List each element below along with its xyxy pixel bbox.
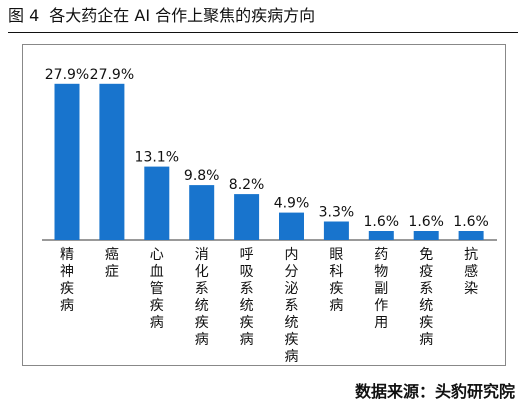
data-label: 27.9% [90,67,134,83]
category-label-char: 病 [195,332,209,348]
category-label-char: 化 [195,264,209,280]
source-note: 数据来源：头豹研究院 [354,382,515,401]
category-label-char: 病 [285,349,299,365]
data-label: 1.6% [453,214,489,230]
category-label-char: 症 [105,264,119,280]
category-label-char: 统 [240,298,254,314]
bar [368,231,394,240]
category-label-char: 系 [285,298,299,314]
category-label-char: 癌 [105,247,119,263]
category-label-char: 染 [464,281,478,297]
category-label-char: 心 [150,247,164,263]
figure-title: 图 4 各大药企在 AI 合作上聚焦的疾病方向 [8,5,315,27]
bar [99,83,125,240]
data-label: 4.9% [274,196,310,212]
data-label: 27.9% [45,67,89,83]
bar [413,231,439,240]
category-label-char: 疾 [419,315,433,331]
category-label-char: 系 [240,281,254,297]
category-label-char: 病 [240,332,254,348]
category-label-char: 疾 [195,315,209,331]
category-label-char: 抗 [464,247,478,263]
data-label: 13.1% [135,150,179,166]
bar [54,83,80,240]
category-label-char: 病 [329,298,343,314]
category-label-char: 免 [419,247,433,263]
category-label-char: 病 [60,298,74,314]
data-label: 8.2% [229,177,265,193]
category-label-char: 病 [150,315,164,331]
title-divider [8,32,518,33]
category-label-char: 药 [374,247,388,263]
category-label-char: 管 [150,281,164,297]
category-label-char: 精 [60,247,74,263]
category-label-char: 系 [195,281,209,297]
category-label-char: 作 [374,298,388,314]
data-label: 9.8% [184,168,220,184]
category-label-char: 血 [150,264,164,280]
category-label-char: 感 [464,263,478,280]
bar [323,221,349,240]
category-label-char: 疾 [329,281,343,297]
category-label-char: 疾 [285,332,299,348]
category-label-char: 统 [419,298,433,314]
bar [189,185,215,240]
category-label-char: 神 [60,264,74,280]
data-label: 3.3% [319,205,355,221]
category-label-char: 内 [285,247,299,263]
category-label-char: 用 [374,315,388,331]
category-label-char: 眼 [329,247,343,263]
figure-number: 图 4 [8,6,40,25]
category-label-char: 疾 [240,315,254,331]
bar [144,166,170,240]
category-label-char: 疾 [150,298,164,314]
category-label-char: 物 [374,264,388,280]
category-label-char: 统 [195,298,209,314]
category-label-char: 统 [285,315,299,331]
bar [279,212,304,240]
category-label-char: 消 [195,247,209,263]
data-label: 1.6% [364,214,400,230]
category-label-char: 疾 [60,281,74,297]
chart-frame [22,44,506,366]
category-label-char: 系 [419,281,433,297]
category-label-char: 吸 [240,264,254,280]
bar [458,231,484,240]
data-label: 1.6% [408,214,444,230]
category-label-char: 疫 [419,264,433,280]
bar [234,194,260,240]
category-label-char: 病 [419,332,433,348]
category-label-char: 呼 [240,247,254,263]
category-label-char: 泌 [285,281,299,297]
category-label-char: 科 [329,264,343,280]
category-label-char: 副 [374,281,388,297]
figure-title-text: 各大药企在 AI 合作上聚焦的疾病方向 [49,6,316,25]
category-label-char: 分 [285,264,299,280]
